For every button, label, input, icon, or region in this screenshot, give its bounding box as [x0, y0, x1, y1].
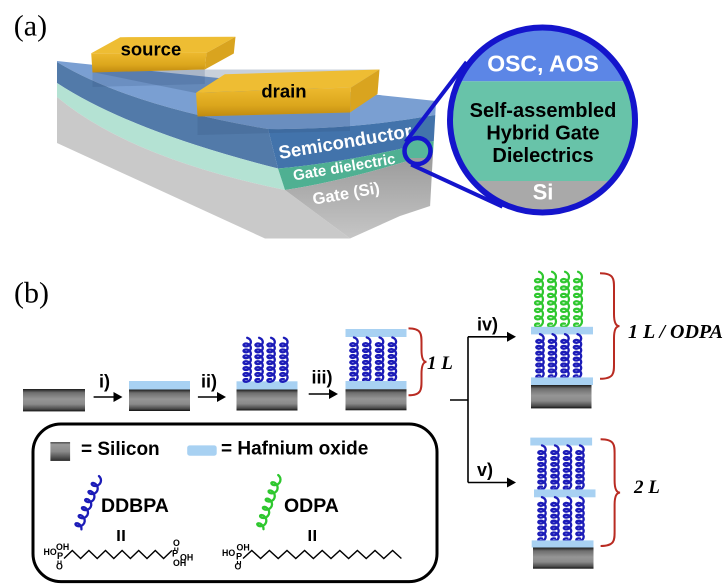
svg-text:OH: OH	[180, 553, 193, 563]
svg-text:= Silicon: = Silicon	[81, 439, 160, 460]
svg-text:(b): (b)	[14, 277, 49, 310]
svg-text:O: O	[56, 562, 63, 572]
svg-text:1 L / ODPA: 1 L / ODPA	[628, 321, 723, 343]
svg-text:DDBPA: DDBPA	[101, 495, 169, 517]
svg-text:OH: OH	[56, 542, 69, 552]
svg-text:= Hafnium oxide: = Hafnium oxide	[221, 439, 368, 460]
svg-text:iv): iv)	[477, 315, 498, 335]
svg-text:2 L: 2 L	[633, 477, 660, 498]
svg-text:OH: OH	[173, 558, 186, 568]
svg-text:Dielectrics: Dielectrics	[492, 145, 593, 167]
svg-text:P: P	[172, 549, 178, 559]
svg-text:Self-assembled: Self-assembled	[470, 100, 617, 122]
svg-text:P: P	[236, 552, 242, 562]
svg-text:P: P	[57, 551, 63, 561]
svg-text:OSC, AOS: OSC, AOS	[487, 51, 599, 77]
svg-text:OH: OH	[237, 543, 250, 553]
svg-text:ii): ii)	[201, 372, 217, 392]
svg-text:iii): iii)	[312, 368, 333, 388]
svg-text:O: O	[173, 538, 180, 548]
svg-text:O: O	[235, 562, 242, 572]
svg-text:Si: Si	[533, 180, 554, 205]
svg-text:ODPA: ODPA	[284, 495, 339, 517]
svg-text:(a): (a)	[14, 10, 47, 43]
svg-text:drain: drain	[261, 81, 306, 102]
svg-text:i): i)	[99, 372, 110, 392]
svg-text:v): v)	[477, 460, 493, 480]
svg-text:1 L: 1 L	[427, 353, 453, 374]
svg-text:HO: HO	[222, 548, 235, 558]
svg-text:Hybrid Gate: Hybrid Gate	[486, 123, 599, 145]
svg-text:source: source	[121, 39, 182, 60]
svg-text:HO: HO	[44, 547, 57, 557]
